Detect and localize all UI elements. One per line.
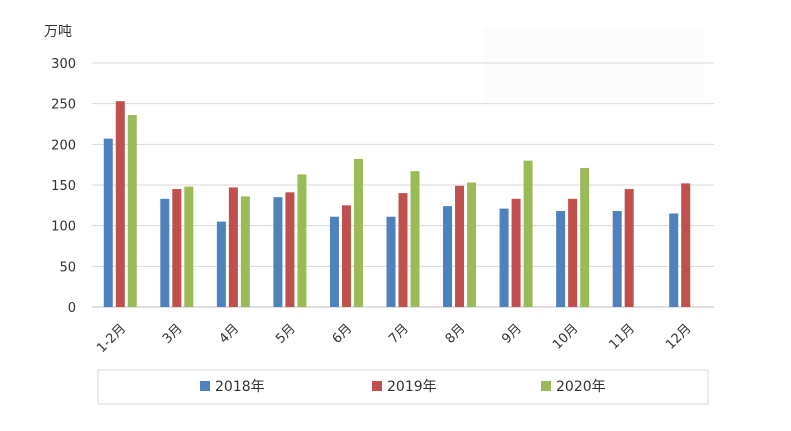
bar-2019年-7月 xyxy=(398,193,408,307)
bar-2020年-10月 xyxy=(580,167,590,307)
bar-2019年-6月 xyxy=(341,205,351,307)
x-tick-label: 10月 xyxy=(550,321,581,352)
y-tick-label: 300 xyxy=(51,57,76,72)
bar-2018年-8月 xyxy=(443,206,453,307)
bar-2020年-6月 xyxy=(353,158,363,307)
legend-box xyxy=(97,369,709,405)
x-tick-label: 12月 xyxy=(663,321,694,352)
bar-2018年-7月 xyxy=(386,216,396,307)
y-tick-label: 150 xyxy=(51,179,76,194)
y-tick-label: 250 xyxy=(51,98,76,113)
legend-label: 2018年 xyxy=(215,379,265,395)
y-tick-label: 50 xyxy=(59,260,76,275)
bar-2019年-4月 xyxy=(228,187,238,307)
bar-2019年-11月 xyxy=(624,189,634,307)
bar-2018年-4月 xyxy=(216,221,226,307)
x-tick-label: 8月 xyxy=(443,321,469,347)
x-axis-ticks: 1-2月 3月 4月 5月 6月 7月 8月 9月 10月 11月 12月 xyxy=(94,321,694,356)
x-tick-label: 11月 xyxy=(607,321,638,352)
x-tick-label: 9月 xyxy=(499,321,525,347)
bar-2020年-4月 xyxy=(240,196,250,307)
bar-2018年-6月 xyxy=(329,216,339,307)
legend-label: 2020年 xyxy=(556,379,606,395)
y-axis-unit-label: 万吨 xyxy=(44,24,72,40)
legend-swatch xyxy=(541,381,551,391)
bars xyxy=(103,101,691,307)
bar-2020年-1-2月 xyxy=(127,115,137,307)
background-box xyxy=(483,28,703,100)
x-tick-label: 3月 xyxy=(160,321,186,347)
legend: 2018年 2019年 2020年 xyxy=(97,369,709,405)
bar-2020年-9月 xyxy=(523,160,533,307)
bar-2018年-11月 xyxy=(612,211,622,307)
bar-2018年-1-2月 xyxy=(103,138,113,307)
bar-2020年-7月 xyxy=(410,171,420,307)
bar-2018年-5月 xyxy=(273,197,283,307)
bar-2018年-10月 xyxy=(556,211,566,307)
bar-2020年-8月 xyxy=(467,182,477,307)
legend-label: 2019年 xyxy=(387,379,437,395)
y-tick-label: 100 xyxy=(51,220,76,235)
bar-2019年-1-2月 xyxy=(115,101,125,307)
bar-2019年-5月 xyxy=(285,192,295,307)
bar-2019年-10月 xyxy=(568,198,578,307)
bar-2018年-3月 xyxy=(160,198,170,307)
x-tick-label: 7月 xyxy=(386,321,412,347)
bar-2019年-12月 xyxy=(681,183,691,307)
bar-2020年-5月 xyxy=(297,174,307,307)
y-tick-label: 200 xyxy=(51,138,76,153)
bar-2018年-9月 xyxy=(499,208,509,307)
x-tick-label: 1-2月 xyxy=(94,321,129,356)
x-tick-label: 4月 xyxy=(217,321,243,347)
x-tick-label: 6月 xyxy=(330,321,356,347)
bar-2018年-12月 xyxy=(669,213,679,307)
bar-2019年-3月 xyxy=(172,189,182,307)
bar-2019年-8月 xyxy=(455,185,465,307)
bar-2020年-3月 xyxy=(184,186,194,307)
legend-swatch xyxy=(372,381,382,391)
x-tick-label: 5月 xyxy=(273,321,299,347)
y-axis-ticks: 0 50 100 150 200 250 300 xyxy=(51,57,76,316)
y-tick-label: 0 xyxy=(68,301,76,316)
legend-swatch xyxy=(200,381,210,391)
bar-2019年-9月 xyxy=(511,198,521,307)
